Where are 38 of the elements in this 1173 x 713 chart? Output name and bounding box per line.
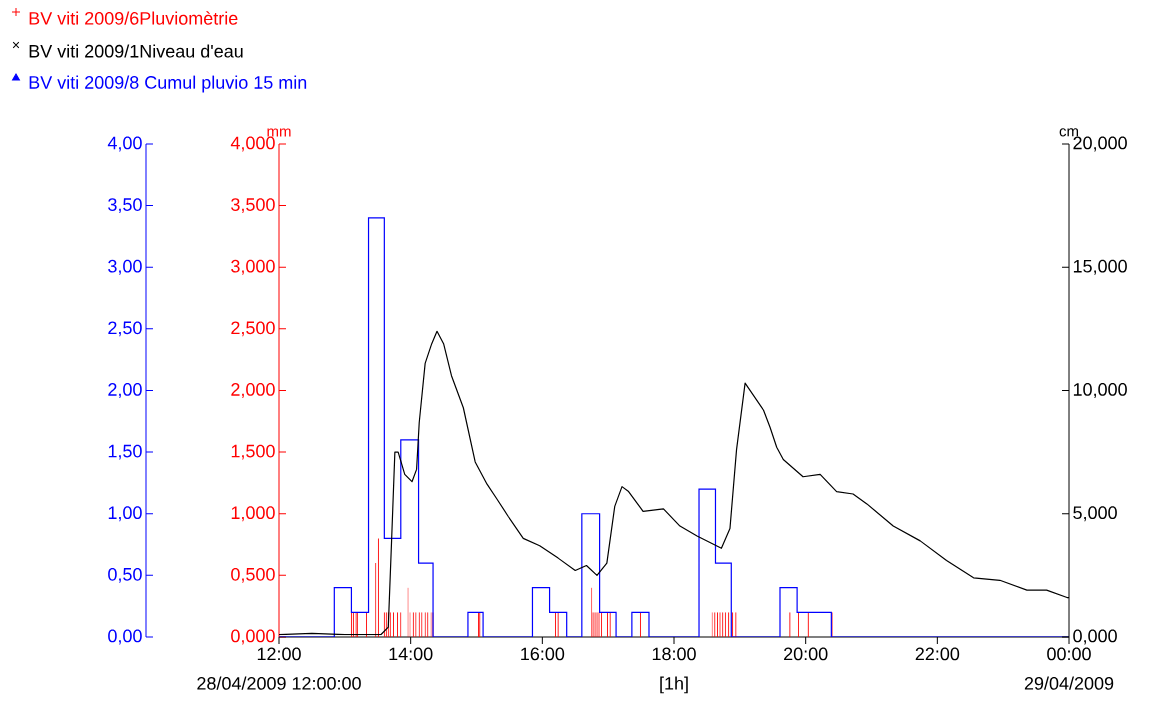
y-tick-label: 1,500 — [231, 444, 275, 460]
text: 28/04/2009 12:00:00 — [197, 676, 361, 690]
y3-tick-label: 0,000 — [1073, 629, 1117, 645]
y2-tick-label: 2,00 — [108, 383, 142, 398]
y-axis-title: mm — [267, 128, 291, 137]
text: 29/04/2009 — [1024, 676, 1114, 690]
x-tick-label: 14:00 — [389, 647, 433, 661]
x-tick-label: 18:00 — [652, 647, 696, 661]
x-tick-label: 00:00 — [1047, 647, 1091, 661]
y2-tick-label: 3,50 — [108, 198, 142, 214]
x-tick-label: 22:00 — [915, 647, 960, 661]
y-tick-label: 3,000 — [231, 259, 275, 275]
y-tick-label: 0,500 — [231, 567, 275, 583]
y-tick-label: 4,000 — [230, 136, 275, 152]
y2-tick-label: 1,50 — [108, 444, 142, 460]
x-tick-label: 16:00 — [521, 647, 565, 661]
y3-tick-label: 5,000 — [1073, 506, 1117, 522]
legend-label: BV viti 2009/1Niveau d'eau — [29, 44, 243, 58]
y-tick-label: 0,000 — [231, 629, 275, 645]
y2-tick-label: 4,00 — [107, 136, 142, 152]
y2-tick-label: 0,50 — [108, 567, 142, 583]
legend-label: BV viti 2009/6Pluviomètrie — [29, 11, 238, 25]
legend-label: BV viti 2009/8 Cumul pluvio 15 min — [29, 75, 307, 93]
y2-tick-label: 0,00 — [108, 629, 142, 645]
y-tick-label: 2,000 — [231, 383, 275, 398]
y3-tick-label: 15,000 — [1073, 259, 1127, 275]
x-tick-label: 12:00 — [257, 647, 301, 661]
y-tick-label: 1,000 — [231, 506, 275, 522]
y3-tick-label: 10,000 — [1073, 383, 1127, 398]
y2-tick-label: 1,00 — [108, 506, 142, 522]
y3-axis-title: cm — [1059, 128, 1079, 137]
y2-tick-label: 3,00 — [108, 259, 142, 275]
text: [1h] — [660, 676, 688, 694]
y-tick-label: 2,500 — [231, 321, 275, 337]
y-tick-label: 3,500 — [231, 198, 275, 214]
y3-tick-label: 20,000 — [1073, 136, 1127, 152]
x-tick-label: 20:00 — [784, 647, 828, 661]
y2-tick-label: 2,50 — [108, 321, 142, 337]
